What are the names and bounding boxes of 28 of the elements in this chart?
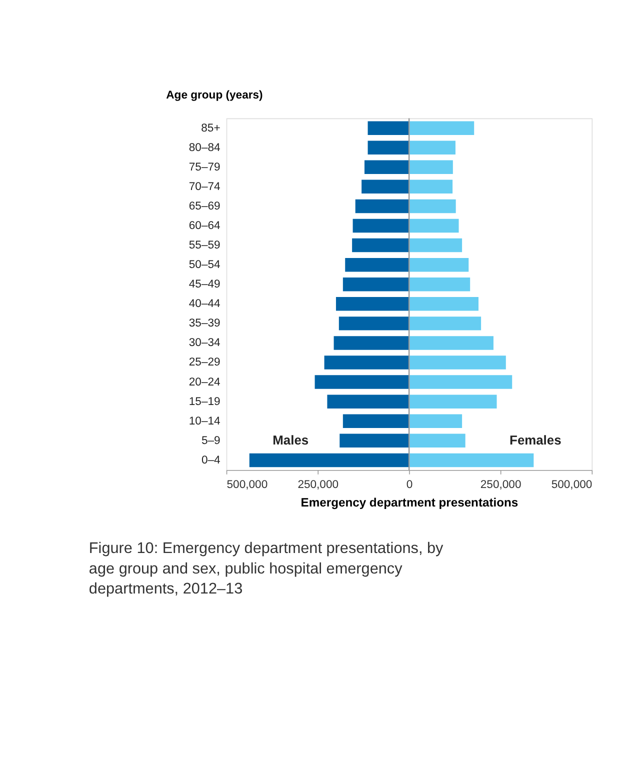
x-tick-label: 250,000 (480, 479, 522, 492)
y-tick-label: 50–54 (188, 259, 220, 272)
y-tick-label: 10–14 (188, 415, 220, 428)
y-tick-label: 75–79 (188, 161, 220, 174)
y-axis-title: Age group (years) (166, 89, 264, 102)
y-tick-label: 55–59 (188, 240, 220, 252)
x-tick-label: 0 (406, 479, 413, 492)
x-tick-label: 250,000 (298, 479, 339, 492)
caption: Figure 10: Emergency department presentations, by age group and sex, public hospital emergency departments, 2012–13 (88, 540, 444, 598)
y-tick-label: 20–24 (188, 376, 220, 388)
x-tick-label: 500,000 (551, 479, 592, 492)
series-label: Females (510, 432, 562, 448)
y-tick-label: 65–69 (188, 200, 220, 212)
y-tick-label: 45–49 (188, 278, 220, 291)
y-tick-label: 15–19 (188, 396, 220, 408)
y-tick-label: 85+ (201, 122, 221, 134)
y-tick-label: 40–44 (188, 298, 220, 310)
y-tick-label: 70–74 (188, 180, 220, 193)
x-tick-label: 500,000 (226, 479, 268, 492)
x-axis-title: Emergency department presentations (300, 496, 518, 510)
y-tick-label: 25–29 (188, 356, 220, 369)
y-tick-label: 80–84 (188, 142, 220, 154)
y-tick-label: 60–64 (188, 220, 220, 232)
y-tick-label: 5–9 (201, 434, 220, 447)
series-label: Males (272, 432, 309, 448)
y-tick-label: 0–4 (201, 454, 220, 466)
y-tick-label: 30–34 (188, 337, 220, 350)
y-tick-label: 35–39 (188, 318, 220, 330)
